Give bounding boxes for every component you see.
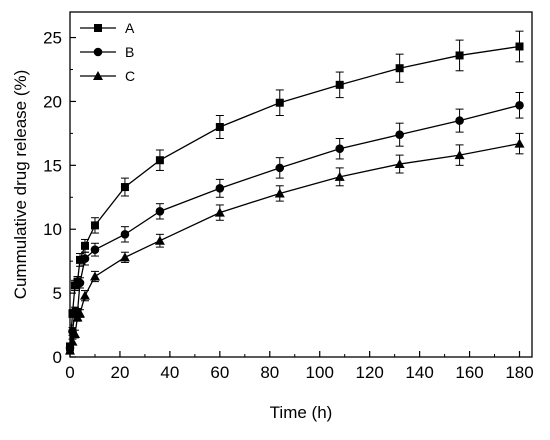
- legend-label-A: A: [125, 20, 135, 36]
- data-point-C: [154, 235, 165, 245]
- data-point-A: [215, 123, 224, 131]
- data-point-C: [69, 329, 80, 338]
- series-C: [65, 132, 525, 355]
- x-tick-label: 40: [160, 363, 179, 382]
- data-point-C: [119, 252, 130, 262]
- legend-label-B: B: [125, 44, 134, 60]
- data-point-C: [214, 207, 225, 217]
- data-point-A: [335, 80, 344, 89]
- data-point-A: [455, 51, 464, 60]
- data-point-A: [75, 255, 84, 264]
- data-point-B: [335, 144, 345, 154]
- y-tick-label: 5: [53, 284, 62, 303]
- legend-marker-B: [93, 47, 103, 57]
- data-point-C: [514, 138, 525, 148]
- data-point-B: [275, 163, 285, 173]
- data-point-A: [120, 183, 129, 192]
- data-point-B: [75, 278, 85, 288]
- series-layer: [65, 30, 525, 355]
- y-tick-label: 10: [43, 220, 62, 239]
- data-point-A: [155, 156, 164, 165]
- data-point-B: [80, 254, 90, 263]
- data-point-A: [395, 64, 404, 73]
- data-point-C: [65, 345, 75, 355]
- y-tick-label: 15: [43, 156, 62, 175]
- y-axis: 0 5 10 15 20 25: [43, 29, 76, 367]
- data-point-B: [455, 116, 464, 125]
- data-point-B: [90, 245, 100, 254]
- legend-marker-C: [93, 71, 103, 80]
- legend-marker-A: [94, 24, 102, 32]
- legend: ABC: [80, 20, 135, 84]
- series-line-A: [69, 45, 520, 347]
- x-tick-label: 100: [306, 363, 334, 382]
- x-axis: 0 20 40 60 80 100 120 140 160 180: [65, 351, 534, 382]
- x-tick-label: 140: [405, 363, 433, 382]
- series-line-C: [69, 142, 520, 351]
- plot-frame: [69, 11, 533, 358]
- data-point-A: [90, 221, 99, 230]
- x-axis-title: Time (h): [270, 403, 333, 422]
- y-tick-label: 0: [53, 348, 62, 367]
- data-point-B: [120, 230, 130, 239]
- data-point-A: [275, 98, 284, 107]
- legend-label-C: C: [125, 68, 135, 84]
- x-tick-label: 120: [355, 363, 383, 382]
- x-tick-label: 60: [210, 363, 229, 382]
- data-point-C: [67, 336, 78, 346]
- data-point-B: [215, 184, 225, 193]
- plot-border: [69, 11, 533, 358]
- y-tick-label: 20: [43, 92, 62, 111]
- data-point-A: [515, 42, 524, 51]
- data-point-C: [274, 188, 285, 198]
- data-point-C: [89, 271, 100, 281]
- y-axis-title: Cummulative drug release (%): [11, 70, 30, 300]
- data-point-C: [74, 308, 85, 318]
- series-line-B: [69, 104, 520, 349]
- x-tick-label: 0: [65, 363, 74, 382]
- data-point-A: [80, 241, 89, 250]
- data-point-B: [155, 207, 165, 216]
- series-B: [65, 92, 524, 353]
- x-tick-label: 160: [455, 363, 483, 382]
- data-point-C: [79, 290, 90, 300]
- x-tick-label: 80: [260, 363, 279, 382]
- data-point-C: [454, 150, 465, 160]
- y-tick-label: 25: [43, 29, 62, 48]
- x-tick-label: 180: [505, 363, 533, 382]
- x-tick-label: 20: [110, 363, 129, 382]
- data-point-C: [394, 159, 405, 169]
- data-point-C: [334, 171, 345, 181]
- data-point-B: [395, 130, 404, 139]
- data-point-B: [515, 100, 524, 110]
